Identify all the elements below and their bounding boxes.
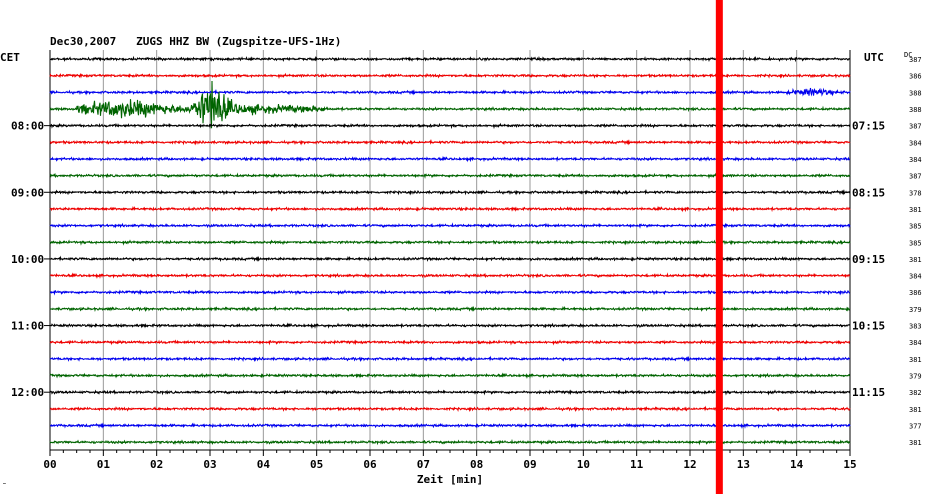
left-hour-label: 10:00 xyxy=(11,253,44,266)
dc-value: 381 xyxy=(909,256,922,264)
dc-value: 387 xyxy=(909,56,922,64)
x-tick-label: 09 xyxy=(523,458,536,471)
right-hour-label: 08:15 xyxy=(852,186,885,199)
trace-19 xyxy=(49,372,851,379)
dc-value: 384 xyxy=(909,156,922,164)
dc-value: 384 xyxy=(909,139,922,147)
dc-value: 386 xyxy=(909,289,922,297)
dc-value: 388 xyxy=(909,106,922,114)
dc-value: 388 xyxy=(909,89,922,97)
x-tick-label: 01 xyxy=(97,458,111,471)
seismic-traces xyxy=(49,55,851,446)
trace-8 xyxy=(49,188,851,196)
dc-value: 385 xyxy=(909,239,922,247)
trace-18 xyxy=(49,355,851,363)
dc-value: 384 xyxy=(909,273,922,281)
trace-14 xyxy=(49,289,851,296)
dc-value: 382 xyxy=(909,389,922,397)
left-hour-label: 09:00 xyxy=(11,186,44,199)
x-tick-label: 00 xyxy=(43,458,56,471)
trace-10 xyxy=(49,222,851,229)
right-hour-label: 10:15 xyxy=(852,320,885,333)
trace-13 xyxy=(49,272,851,280)
x-tick-label: 13 xyxy=(737,458,750,471)
left-hour-label: 11:00 xyxy=(11,320,44,333)
x-tick-label: 04 xyxy=(257,458,271,471)
trace-1 xyxy=(49,72,851,80)
dc-value: 386 xyxy=(909,73,922,81)
dc-value: 381 xyxy=(909,439,922,447)
trace-6 xyxy=(49,155,851,163)
trace-7 xyxy=(49,172,851,180)
x-tick-label: 06 xyxy=(363,458,377,471)
trace-5 xyxy=(49,138,851,146)
trace-17 xyxy=(49,338,851,346)
chart-title: Dec30,2007 ZUGS HHZ BW (Zugspitze-UFS-1H… xyxy=(50,35,341,48)
dc-value: 383 xyxy=(909,323,922,331)
trace-22 xyxy=(49,422,851,429)
right-hour-label: 11:15 xyxy=(852,386,885,399)
corner-mark: ˜ xyxy=(2,482,7,491)
dc-value: 387 xyxy=(909,173,922,181)
x-tick-label: 02 xyxy=(150,458,163,471)
trace-11 xyxy=(49,239,851,246)
x-tick-label: 11 xyxy=(630,458,644,471)
time-marker xyxy=(715,0,723,494)
dc-value: 378 xyxy=(909,189,922,197)
trace-15 xyxy=(49,305,851,313)
dc-value: 381 xyxy=(909,356,922,364)
x-tick-label: 10 xyxy=(577,458,590,471)
x-tick-label: 08 xyxy=(470,458,483,471)
dc-value: 379 xyxy=(909,373,922,381)
dc-value: 381 xyxy=(909,406,922,414)
trace-0 xyxy=(49,55,851,63)
trace-9 xyxy=(49,205,851,213)
x-tick-label: 07 xyxy=(417,458,430,471)
utc-label: UTC xyxy=(864,51,884,64)
left-hour-label: 08:00 xyxy=(11,120,44,133)
x-axis-label: Zeit [min] xyxy=(417,473,483,486)
dc-value: 385 xyxy=(909,223,922,231)
axis-labels: 08:00 09:00 10:00 11:00 12:00 07:15 08:15 09:15… xyxy=(11,56,922,471)
dc-value: 387 xyxy=(909,123,922,131)
dc-value: 384 xyxy=(909,339,922,347)
marker-bar xyxy=(715,0,723,494)
trace-12 xyxy=(49,255,851,263)
trace-2 xyxy=(49,87,851,97)
x-tick-label: 14 xyxy=(790,458,804,471)
dc-header: DC xyxy=(904,51,912,59)
trace-20 xyxy=(49,388,851,396)
dc-value: 381 xyxy=(909,206,922,214)
trace-21 xyxy=(49,405,851,413)
cet-label: CET xyxy=(0,51,20,64)
x-tick-label: 03 xyxy=(203,458,216,471)
x-tick-label: 15 xyxy=(843,458,856,471)
x-tick-label: 05 xyxy=(310,458,323,471)
right-hour-label: 09:15 xyxy=(852,253,885,266)
right-hour-label: 07:15 xyxy=(852,120,885,133)
trace-4 xyxy=(49,122,851,130)
dc-value: 377 xyxy=(909,423,922,431)
left-hour-label: 12:00 xyxy=(11,386,44,399)
trace-23 xyxy=(49,438,851,446)
trace-3 xyxy=(49,80,851,129)
x-tick-label: 12 xyxy=(683,458,696,471)
dc-value: 379 xyxy=(909,306,922,314)
minute-grid xyxy=(49,50,851,456)
trace-16 xyxy=(49,322,851,329)
